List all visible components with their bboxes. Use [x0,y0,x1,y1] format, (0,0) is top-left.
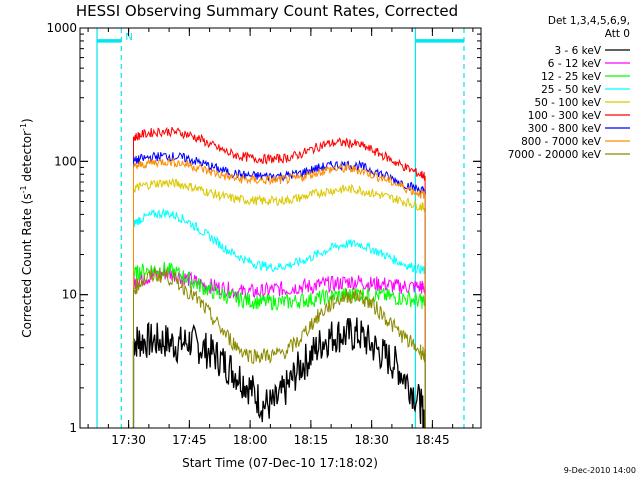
x-tick-label-3: 18:15 [294,433,329,447]
legend-label-3: 25 - 50 keV [541,84,602,96]
series-2 [133,261,426,428]
plot-frame [79,27,482,429]
legend-label-2: 12 - 25 keV [541,71,602,83]
y-axis-label-sup1: -1 [19,185,28,193]
legend-label-7: 800 - 7000 keV [521,136,602,148]
y-tick-label-1: 10 [62,288,77,302]
y-tick-label-3: 1000 [46,21,77,35]
series-6 [133,151,426,428]
x-tick-label-2: 18:00 [233,433,268,447]
y-tick-label-2: 100 [54,154,77,168]
series-line-2 [133,261,426,428]
y-axis-label: Corrected Count Rate (s-1 detector-1) [19,118,34,337]
x-tick-label-4: 18:30 [354,433,389,447]
x-tick-label-5: 18:45 [415,433,450,447]
series-1 [133,267,426,428]
series-line-7 [133,157,426,428]
y-axis: 1 10 100 1000 [46,21,481,435]
plot-area: N [96,28,465,429]
x-axis-label: Start Time (07-Dec-10 17:18:02) [182,456,378,470]
legend-label-4: 50 - 100 keV [534,97,601,109]
night-marker: N [125,32,132,43]
series-line-4 [133,177,426,428]
series-line-1 [133,267,426,428]
y-axis-label-end: ) [20,118,34,123]
series-5 [133,126,426,428]
legend-label-5: 100 - 300 keV [528,110,602,122]
chart-title: HESSI Observing Summary Count Rates, Cor… [76,2,458,20]
legend-label-8: 7000 - 20000 keV [508,149,602,161]
y-axis-label-sup2: -1 [19,123,28,131]
y-tick-label-0: 1 [69,421,77,435]
series-line-8 [133,267,426,428]
x-tick-label-1: 17:45 [172,433,207,447]
legend-header-1: Det 1,3,4,5,6,9, [548,15,630,27]
legend-header-2: Att 0 [605,28,630,40]
footer-timestamp: 9-Dec-2010 14:00 [564,466,636,475]
y-axis-label-mid: detector [20,131,34,186]
series-line-3 [133,207,426,428]
series-7 [133,157,426,428]
y-axis-label-main: Corrected Count Rate (s [20,193,34,337]
legend-label-6: 300 - 800 keV [528,123,602,135]
series-4 [133,177,426,428]
series-line-0 [132,317,426,429]
legend-label-1: 6 - 12 keV [548,58,602,70]
series-line-5 [133,126,426,428]
series-0 [132,317,426,429]
series-8 [133,267,426,428]
series-line-6 [133,151,426,428]
x-axis: 17:30 17:45 18:00 18:15 18:30 18:45 [87,28,474,447]
series-3 [133,207,426,428]
legend-label-0: 3 - 6 keV [554,45,601,57]
x-tick-label-0: 17:30 [111,433,146,447]
